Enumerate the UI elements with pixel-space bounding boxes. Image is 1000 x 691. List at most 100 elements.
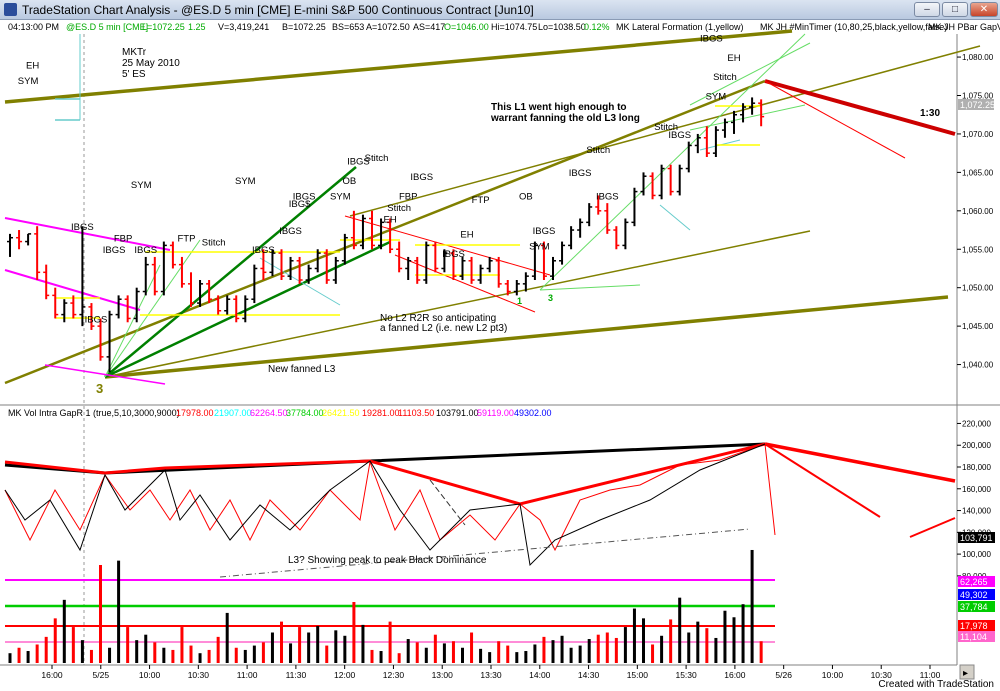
volume-bar — [632, 608, 636, 663]
header-low: Lo=1038.50 — [538, 22, 586, 32]
price-bar — [731, 110, 737, 134]
magenta-line-lower — [4, 269, 141, 311]
price-bar — [604, 203, 611, 234]
volume-bar — [741, 604, 745, 663]
volume-bar — [144, 634, 148, 663]
price-bar — [106, 310, 113, 373]
volume-bar — [289, 643, 293, 663]
price-bar — [369, 210, 375, 250]
volume-bar — [135, 640, 139, 663]
price-bar — [260, 249, 267, 280]
volume-bar — [424, 647, 428, 663]
price-bar — [396, 241, 403, 273]
setup-label: IBGS — [85, 314, 108, 325]
price-bar — [513, 280, 520, 296]
dash-line-2 — [429, 479, 466, 526]
trend-lines — [4, 29, 981, 385]
header-time: 04:13:00 PM — [8, 22, 59, 32]
price-bar — [685, 141, 692, 173]
upper-olive-channel-line — [4, 29, 793, 104]
price-bar — [459, 256, 466, 280]
price-bar — [88, 303, 95, 330]
volume-bar — [415, 642, 419, 663]
setup-label: IBGS — [347, 157, 370, 168]
vol-green-label: 37,784 — [960, 602, 988, 612]
price-bar — [414, 256, 421, 284]
header-volume: V=3,419,241 — [218, 22, 269, 32]
magenta-line-upper — [4, 217, 171, 251]
green-short-fan — [539, 284, 641, 291]
close-button[interactable]: ✕ — [970, 2, 998, 17]
price-bar — [712, 126, 719, 157]
price-bar — [350, 210, 357, 250]
vol-last-box — [958, 532, 995, 543]
price-bar — [34, 226, 41, 280]
setup-label: EH — [460, 230, 473, 241]
header-ask-size: AS=417 — [413, 22, 445, 32]
price-bar — [215, 295, 222, 315]
setup-label: IBGS — [71, 222, 94, 233]
vol-blue-box — [958, 589, 995, 600]
x-tick-label: 13:00 — [432, 670, 454, 680]
volume-bar — [53, 618, 57, 663]
vol-pink-box — [958, 631, 995, 642]
volume-bar — [62, 599, 66, 663]
time-x-axis: 16:00 5/25 10:00 10:30 11:00 11:30 12:00 12:30 1… — [41, 665, 941, 680]
volume-bar — [35, 644, 39, 663]
chart-area[interactable]: 04:13:00 PM @ES.D 5 min [CME] L=1072.25 … — [0, 20, 1000, 680]
setup-label: SYM — [529, 241, 550, 252]
header-open: O=1046.00 — [444, 22, 489, 32]
setup-label: OB — [343, 176, 357, 187]
price-bar — [468, 256, 475, 284]
vol-header-v3: 62264.50 — [250, 408, 288, 418]
setup-label: SYM — [235, 176, 256, 187]
volume-bar — [117, 560, 121, 663]
setup-label: IBGS — [293, 191, 316, 202]
maximize-button[interactable]: □ — [942, 2, 968, 17]
volume-bar — [99, 565, 102, 663]
dash-dot-peak-line — [219, 528, 751, 578]
price-y-tick-label: 1,080.00 — [962, 53, 994, 62]
lower-olive-line — [104, 295, 949, 379]
setup-label: SYM — [131, 180, 152, 191]
header-pct: 0.12% — [584, 22, 610, 32]
volume-bar — [379, 651, 383, 663]
volume-y-tick-label: 100,000 — [962, 550, 991, 559]
price-bar — [269, 249, 276, 277]
x-tick-label: 11:30 — [286, 670, 307, 680]
cyan-line-2 — [659, 204, 691, 231]
vol-header-name: MK Vol Intra GapR 1 (true,5,10,3000,9000… — [8, 408, 180, 418]
minimize-button[interactable]: – — [914, 2, 940, 17]
volume-bars — [8, 549, 763, 663]
chart-canvas[interactable]: 04:13:00 PM @ES.D 5 min [CME] L=1072.25 … — [0, 20, 1000, 680]
x-tick-label: 11:00 — [237, 670, 258, 680]
setup-label: IBGS — [279, 226, 302, 237]
vol-magenta-box — [958, 576, 995, 587]
volume-bar — [225, 612, 229, 663]
x-tick-label: 14:00 — [529, 670, 551, 680]
volume-bar — [660, 635, 664, 663]
price-y-tick-label: 1,045.00 — [962, 322, 994, 331]
volume-bar — [397, 653, 401, 663]
vol-red-box — [958, 620, 995, 631]
volume-bar — [515, 652, 519, 663]
green-channel-lower — [104, 240, 391, 379]
price-y-axis: 1,080.00 1,075.00 1,070.00 1,065.00 1,060.00… — [957, 53, 994, 370]
setup-label: EH — [383, 214, 396, 225]
vol-header-v5: 26421.50 — [322, 408, 360, 418]
setup-label: EH — [727, 53, 740, 64]
volume-bar — [533, 644, 537, 663]
price-bar — [124, 295, 131, 323]
price-bar — [405, 256, 412, 280]
setup-label: IBGS — [410, 172, 433, 183]
green-upper-fan-2 — [689, 104, 806, 131]
red-zigzag — [4, 443, 776, 552]
scroll-button[interactable] — [959, 664, 975, 680]
price-bar — [251, 264, 258, 304]
price-bar — [531, 241, 538, 280]
setup-label: IBGS — [442, 249, 465, 260]
volume-y-tick-label: 200,000 — [962, 441, 991, 450]
price-y-tick-label: 1,040.00 — [962, 361, 994, 370]
volume-bar — [470, 632, 474, 663]
vol-header-v2: 21907.00 — [214, 408, 252, 418]
